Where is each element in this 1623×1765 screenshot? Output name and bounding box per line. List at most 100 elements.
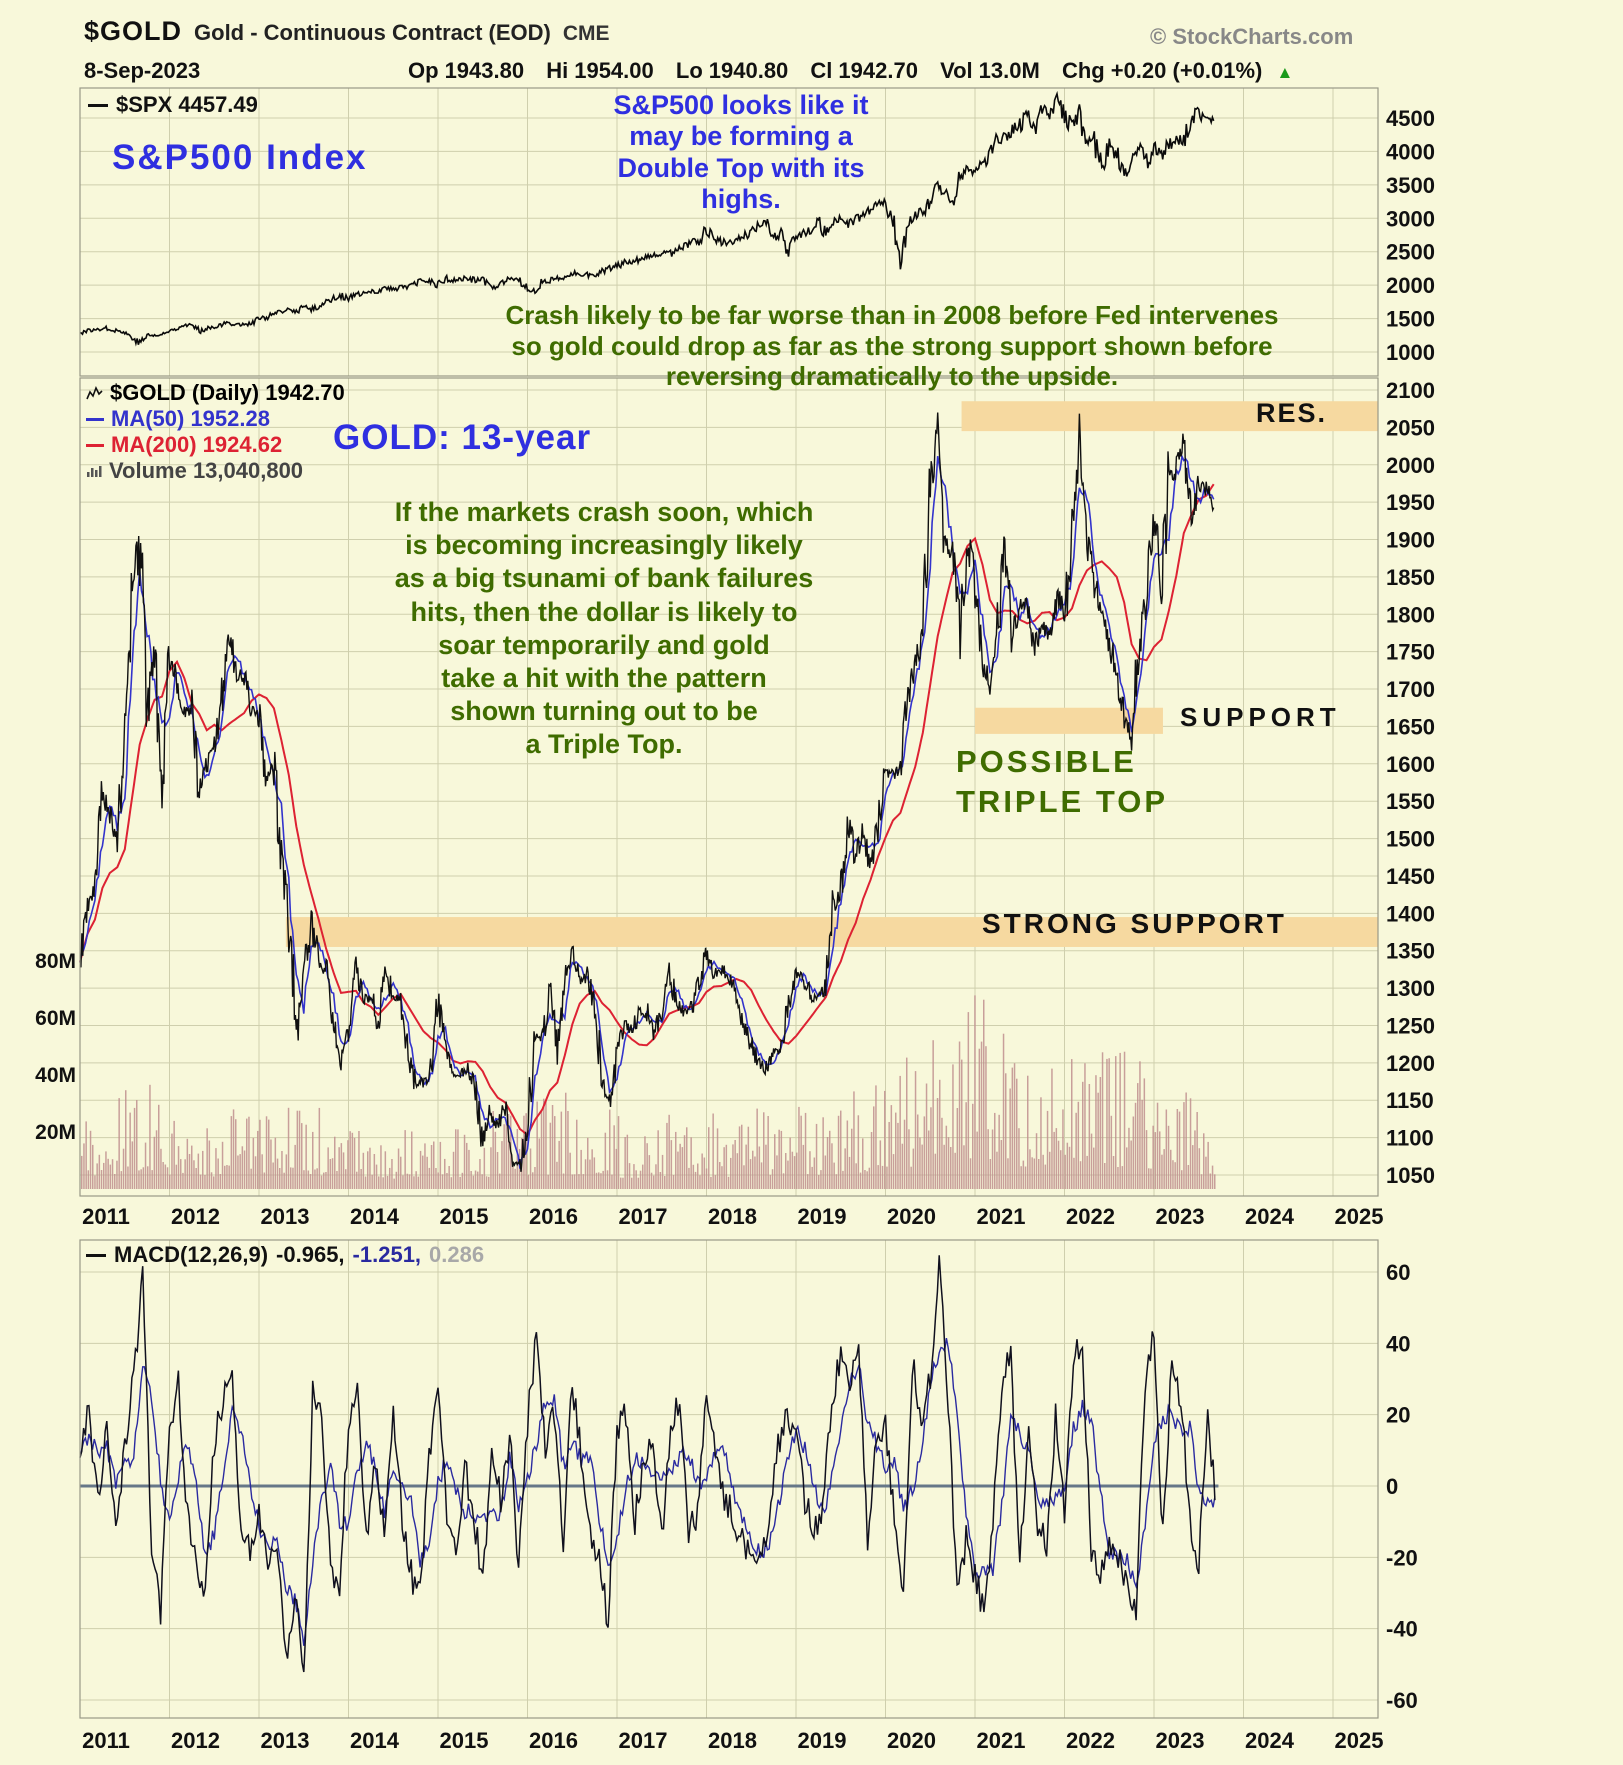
svg-text:4000: 4000: [1386, 139, 1435, 164]
contract-description: Gold - Continuous Contract (EOD): [194, 20, 551, 45]
gold-legend-symbol-row: $GOLD (Daily) 1942.70: [86, 380, 345, 406]
high-label: Hi: [546, 58, 569, 83]
svg-text:2500: 2500: [1386, 240, 1435, 265]
change-up-arrow-icon: ▲: [1276, 63, 1294, 82]
svg-text:1400: 1400: [1386, 901, 1435, 926]
svg-text:40M: 40M: [35, 1064, 76, 1087]
svg-text:1800: 1800: [1386, 602, 1435, 627]
svg-text:2000: 2000: [1386, 273, 1435, 298]
svg-text:2013: 2013: [261, 1204, 310, 1229]
gold-legend-ma50: MA(50) 1952.28: [111, 406, 270, 431]
svg-text:2017: 2017: [619, 1728, 668, 1753]
svg-text:2016: 2016: [529, 1728, 578, 1753]
quote-date: 8-Sep-2023: [84, 58, 201, 83]
stockcharts-watermark: © StockCharts.com: [1150, 24, 1354, 49]
svg-text:1500: 1500: [1386, 827, 1435, 852]
volume-histogram-icon: [87, 466, 102, 477]
spx-line-sample-icon: [88, 103, 108, 107]
svg-text:2015: 2015: [440, 1204, 489, 1229]
svg-text:-40: -40: [1386, 1617, 1418, 1642]
svg-text:-20: -20: [1386, 1545, 1418, 1570]
ma50-line-sample-icon: [86, 417, 104, 421]
spx-panel-border: [79, 87, 1379, 377]
spx-annotation: S&P500 looks like it may be forming a Do…: [613, 90, 869, 214]
svg-text:20: 20: [1386, 1403, 1410, 1428]
svg-text:3000: 3000: [1386, 206, 1435, 231]
svg-text:60M: 60M: [35, 1007, 76, 1030]
svg-text:2020: 2020: [887, 1728, 936, 1753]
svg-text:1000: 1000: [1386, 340, 1435, 365]
ma200-line-sample-icon: [86, 443, 104, 447]
support-label: SUPPORT: [1180, 702, 1341, 732]
macd-gridlines: [80, 1240, 1378, 1718]
svg-text:2011: 2011: [82, 1204, 130, 1229]
svg-text:2050: 2050: [1386, 415, 1435, 440]
macd-line-sample-icon: [86, 1253, 106, 1257]
svg-text:1200: 1200: [1386, 1051, 1435, 1076]
gold-panel-title: GOLD: 13-year: [333, 418, 592, 457]
svg-text:1350: 1350: [1386, 939, 1435, 964]
svg-text:60: 60: [1386, 1260, 1410, 1285]
spx-price-line: [80, 90, 1215, 347]
svg-text:2018: 2018: [708, 1204, 757, 1229]
svg-text:2018: 2018: [708, 1728, 757, 1753]
ticker-symbol: $GOLD: [84, 16, 183, 46]
svg-text:2014: 2014: [350, 1204, 400, 1229]
ma200-line: [79, 483, 1215, 1137]
svg-text:2100: 2100: [1386, 378, 1435, 403]
svg-text:2019: 2019: [798, 1728, 847, 1753]
macd-signal-value: -1.251,: [352, 1242, 422, 1267]
svg-text:2025: 2025: [1335, 1204, 1384, 1229]
svg-text:2012: 2012: [171, 1728, 220, 1753]
change-value: +0.20 (+0.01%): [1110, 58, 1263, 83]
svg-text:2021: 2021: [977, 1728, 1026, 1753]
spx-panel-title: S&P500 Index: [112, 138, 368, 177]
macd-hist-value: 0.286: [429, 1242, 485, 1267]
svg-text:2016: 2016: [529, 1204, 578, 1229]
macd-value: -0.965,: [276, 1242, 345, 1267]
macd-line: [79, 1255, 1216, 1673]
macd-legend: MACD(12,26,9) -0.965, -1.251, 0.286: [86, 1242, 484, 1268]
svg-text:1050: 1050: [1386, 1163, 1435, 1188]
svg-text:2014: 2014: [350, 1728, 400, 1753]
gold-legend-ma50-row: MA(50) 1952.28: [86, 406, 345, 432]
svg-text:2025: 2025: [1335, 1728, 1384, 1753]
svg-text:2015: 2015: [440, 1728, 489, 1753]
volume-value: 13.0M: [978, 58, 1040, 83]
volume-bars: [81, 995, 1216, 1189]
svg-text:2019: 2019: [798, 1204, 847, 1229]
quote-row: Op 1943.80 Hi 1954.00 Lo 1940.80 Cl 1942.70 …: [392, 58, 1293, 84]
spx-gridlines: [80, 88, 1378, 376]
svg-text:1750: 1750: [1386, 640, 1435, 665]
gold-legend-symbol: $GOLD (Daily) 1942.70: [110, 380, 345, 405]
svg-text:2017: 2017: [619, 1204, 668, 1229]
svg-text:2024: 2024: [1245, 1204, 1295, 1229]
gold-legend-volume-row: Volume 13,040,800: [86, 458, 345, 484]
svg-text:1700: 1700: [1386, 677, 1435, 702]
strong-support-label: STRONG SUPPORT: [982, 908, 1287, 939]
svg-text:1850: 1850: [1386, 565, 1435, 590]
open-label: Op: [408, 58, 439, 83]
candlestick-chart-icon: [86, 385, 103, 399]
svg-text:2013: 2013: [261, 1728, 310, 1753]
svg-text:1950: 1950: [1386, 490, 1435, 515]
svg-text:3500: 3500: [1386, 173, 1435, 198]
svg-text:2023: 2023: [1156, 1728, 1205, 1753]
low-label: Lo: [675, 58, 703, 83]
svg-text:2023: 2023: [1156, 1204, 1205, 1229]
macd-legend-label: MACD(12,26,9): [114, 1242, 269, 1267]
svg-text:1650: 1650: [1386, 714, 1435, 739]
chart-header: $GOLD Gold - Continuous Contract (EOD) C…: [84, 16, 610, 47]
high-value: 1954.00: [574, 58, 654, 83]
svg-text:1600: 1600: [1386, 752, 1435, 777]
close-value: 1942.70: [838, 58, 918, 83]
svg-text:1100: 1100: [1386, 1126, 1434, 1151]
triple-top-annotation: If the markets crash soon, which is beco…: [394, 497, 814, 760]
open-value: 1943.80: [444, 58, 525, 83]
svg-text:40: 40: [1386, 1331, 1410, 1356]
gold-legend-ma200-row: MA(200) 1924.62: [86, 432, 345, 458]
svg-text:1250: 1250: [1386, 1013, 1435, 1038]
svg-text:1300: 1300: [1386, 976, 1435, 1001]
